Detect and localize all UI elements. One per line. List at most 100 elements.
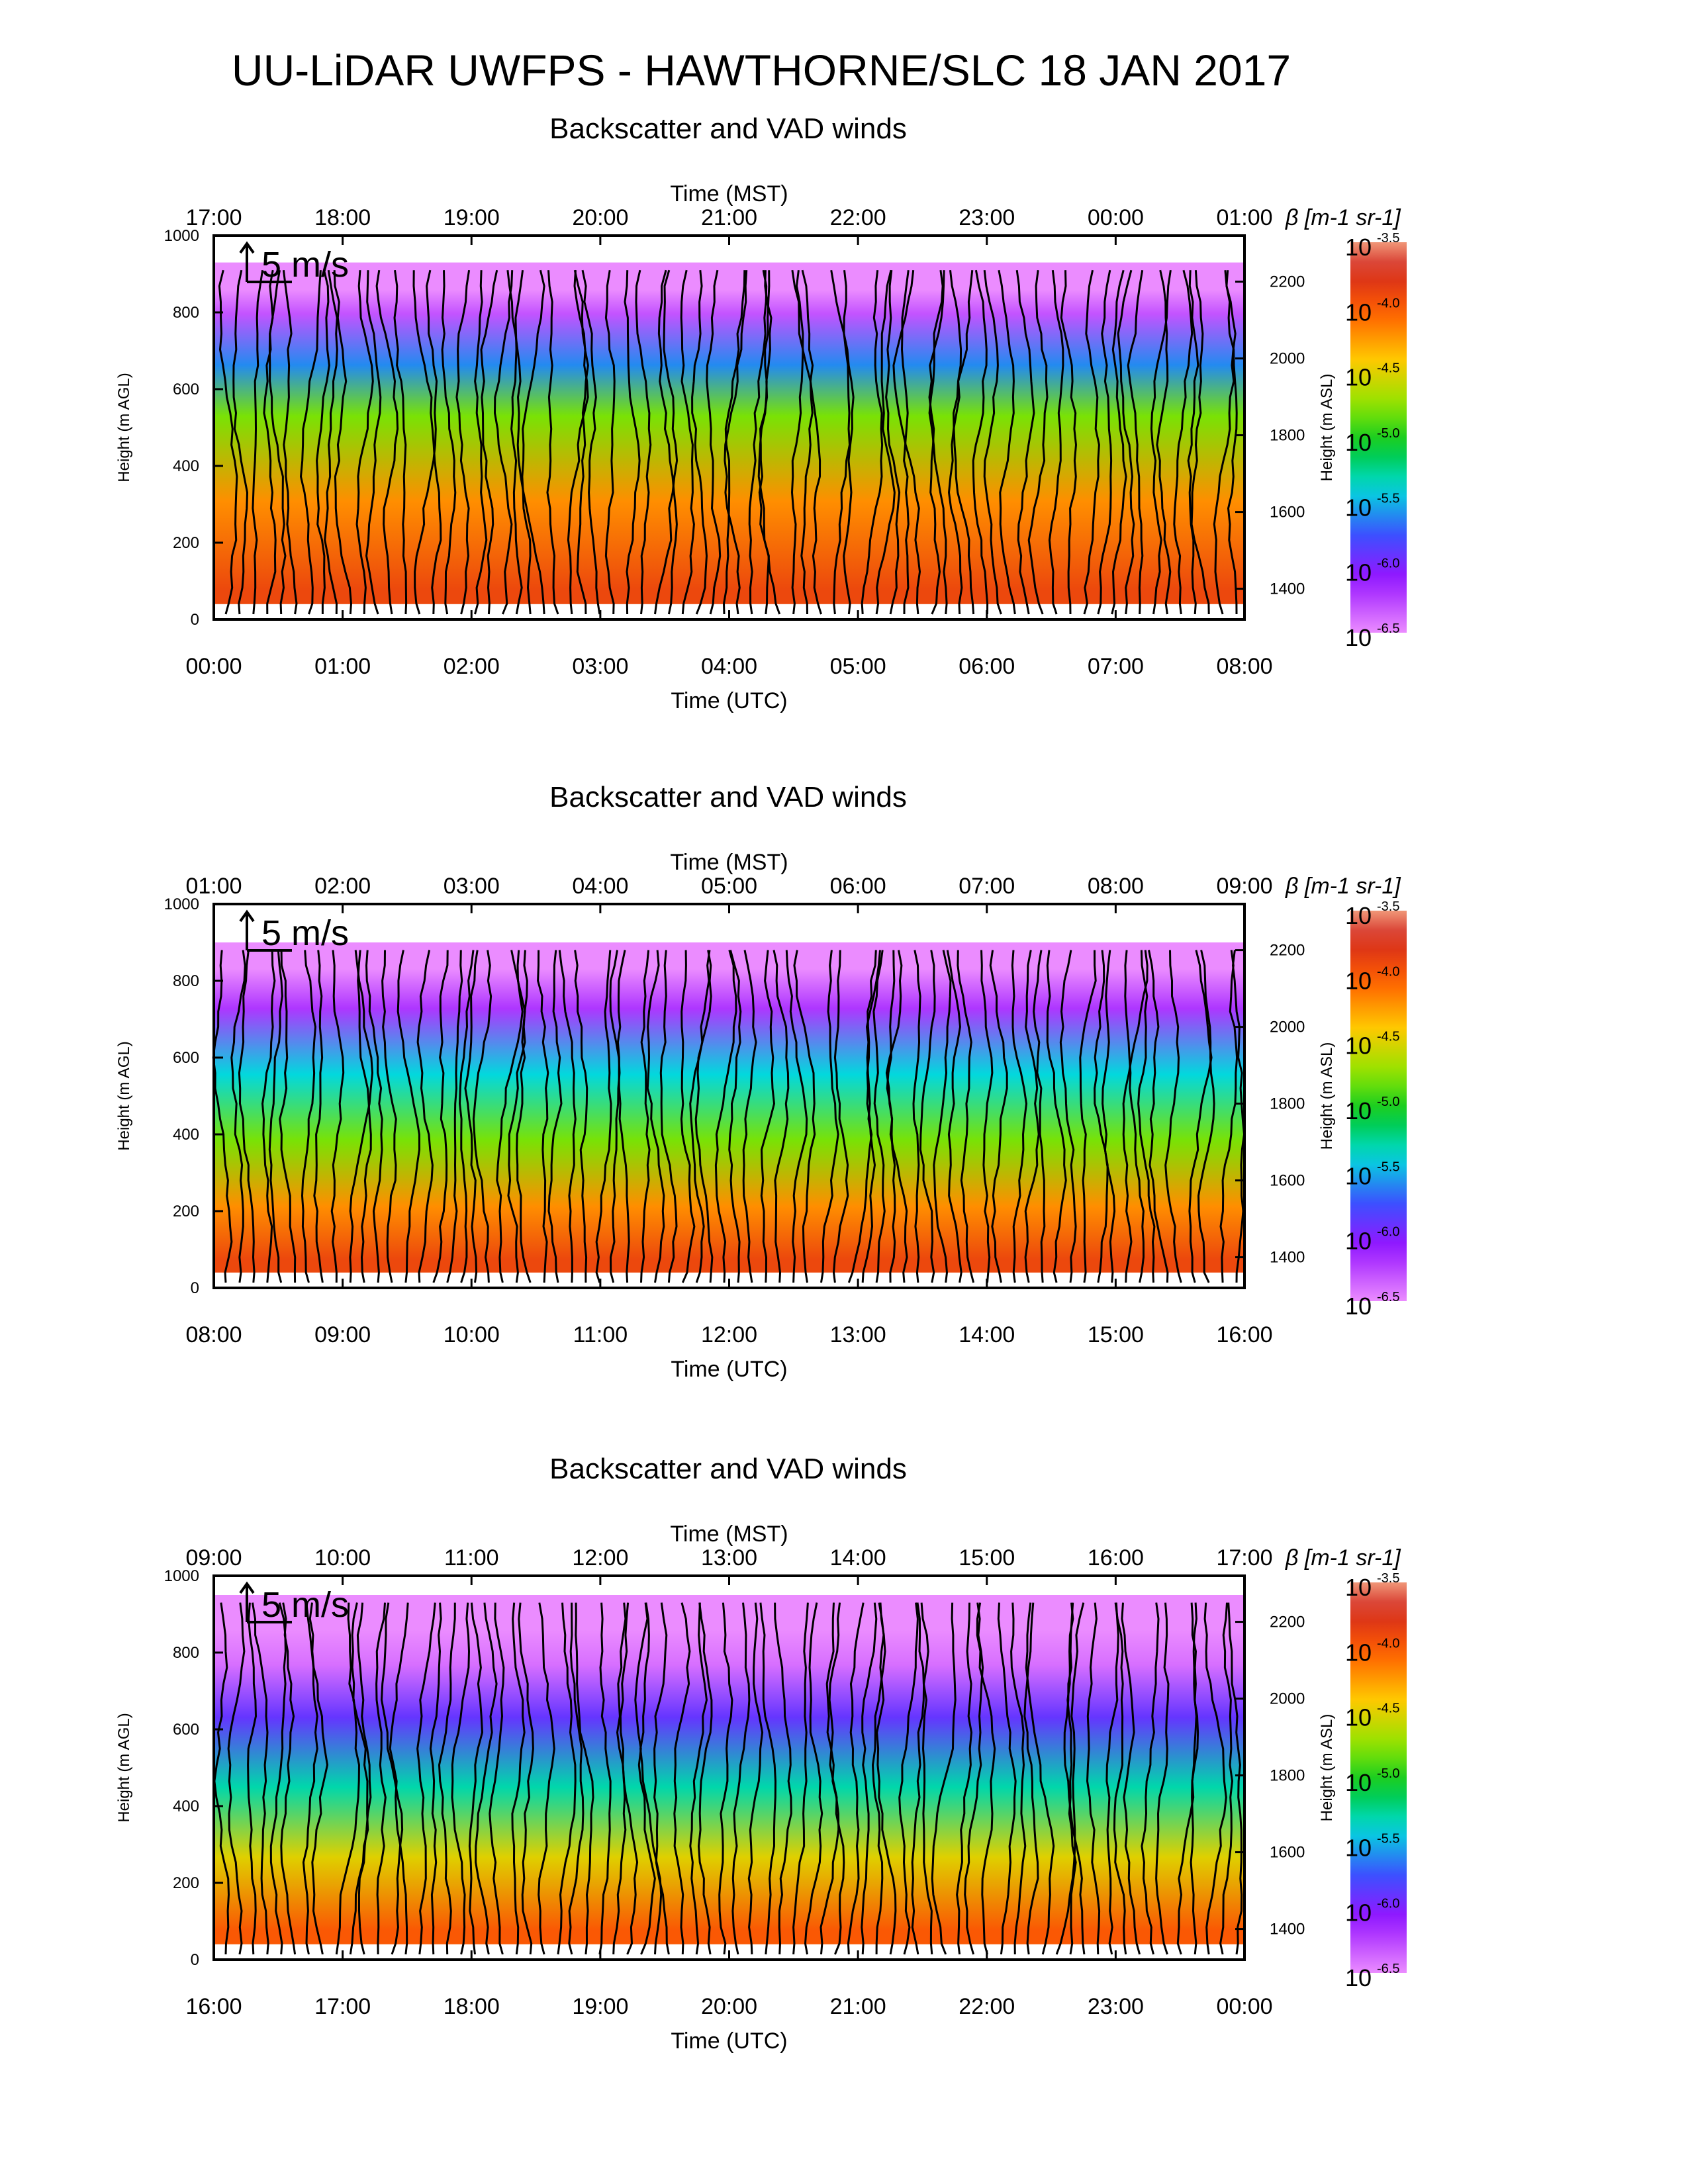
top-x-tick-label: 01:00 (185, 874, 242, 899)
colorbar-tick-base: 10 (1345, 1162, 1372, 1189)
colorbar-tick-base: 10 (1345, 1032, 1372, 1060)
y-tick-label: 400 (173, 1797, 199, 1815)
y-tick-label: 0 (191, 1279, 199, 1297)
colorbar-tick-base: 10 (1345, 559, 1372, 586)
wind-scale-arrow (239, 241, 292, 283)
chart-svg: 0 200 400 600 800 1000 Height (m AGL) 1400 1600 1… (115, 850, 1407, 1382)
top-x-tick-label: 08:00 (1088, 874, 1144, 899)
colorbar-label: β [m-1 sr-1] (1285, 874, 1401, 899)
y2-tick-label: 2000 (1270, 1690, 1305, 1708)
top-x-tick-label: 23:00 (959, 205, 1015, 230)
y2-tick-label: 1800 (1270, 1095, 1305, 1113)
top-x-tick-label: 17:00 (185, 205, 242, 230)
y-tick-label: 200 (173, 534, 199, 552)
bottom-x-tick-label: 08:00 (1216, 654, 1272, 679)
bottom-x-tick-label: 21:00 (830, 1994, 886, 2019)
y-tick-label: 400 (173, 1126, 199, 1144)
top-x-tick-label: 20:00 (572, 205, 628, 230)
top-x-tick-label: 21:00 (701, 205, 757, 230)
colorbar-tick-base: 10 (1345, 364, 1372, 391)
y-tick-label: 600 (173, 1721, 199, 1739)
page-title: UU-LiDAR UWFPS - HAWTHORNE/SLC 18 JAN 20… (231, 46, 1291, 95)
y2-tick-label: 2000 (1270, 350, 1305, 368)
x-axis-label: Time (UTC) (671, 1357, 787, 1382)
bottom-x-tick-label: 05:00 (830, 654, 886, 679)
vad-wind-arrows (218, 269, 1238, 615)
top-x-tick-label: 02:00 (314, 874, 371, 899)
y2-tick-label: 1800 (1270, 427, 1305, 445)
colorbar-tick-exponent: -6.0 (1377, 557, 1399, 571)
backscatter-field (214, 1595, 1244, 1944)
colorbar-tick-base: 10 (1345, 1228, 1372, 1255)
y-tick-label: 1000 (164, 1567, 199, 1585)
top-x-tick-label: 10:00 (314, 1545, 371, 1570)
vad-wind-arrows (212, 950, 1246, 1283)
colorbar-tick-exponent: -5.0 (1377, 1766, 1399, 1781)
bottom-x-tick-label: 09:00 (314, 1322, 371, 1347)
top-x-tick-label: 15:00 (959, 1545, 1015, 1570)
colorbar-tick-base: 10 (1345, 298, 1372, 326)
y-tick-label: 600 (173, 1049, 199, 1067)
y2-axis-label: Height (m ASL) (1318, 374, 1336, 482)
bottom-x-tick-label: 08:00 (185, 1322, 242, 1347)
colorbar-tick-exponent: -5.5 (1377, 1831, 1399, 1846)
bottom-x-tick-label: 13:00 (830, 1322, 886, 1347)
top-x-tick-label: 04:00 (572, 874, 628, 899)
colorbar-tick-exponent: -4.0 (1377, 964, 1399, 979)
top-x-tick-label: 07:00 (959, 874, 1015, 899)
colorbar-tick-base: 10 (1345, 1769, 1372, 1796)
colorbar-tick-exponent: -6.5 (1377, 1290, 1399, 1304)
y2-tick-label: 1600 (1270, 1844, 1305, 1862)
y-tick-label: 400 (173, 457, 199, 475)
colorbar-tick-base: 10 (1345, 1574, 1372, 1601)
bottom-x-tick-label: 15:00 (1088, 1322, 1144, 1347)
colorbar-tick-base: 10 (1345, 902, 1372, 929)
colorbar-tick-exponent: -3.5 (1377, 1571, 1399, 1586)
panel-title: Backscatter and VAD winds (549, 1453, 907, 1485)
y2-tick-label: 2200 (1270, 942, 1305, 960)
top-x-tick-label: 18:00 (314, 205, 371, 230)
bottom-x-tick-label: 00:00 (1216, 1994, 1272, 2019)
wind-scale-label: 5 m/s (261, 245, 349, 285)
backscatter-field (214, 942, 1244, 1273)
y2-tick-label: 1400 (1270, 1921, 1305, 1938)
bottom-x-tick-label: 06:00 (959, 654, 1015, 679)
bottom-x-tick-label: 07:00 (1088, 654, 1144, 679)
colorbar-tick-exponent: -6.5 (1377, 1962, 1399, 1976)
y-tick-label: 200 (173, 1203, 199, 1220)
colorbar-tick-exponent: -4.5 (1377, 1030, 1399, 1044)
top-x-tick-label: 14:00 (830, 1545, 886, 1570)
colorbar-tick-exponent: -3.5 (1377, 899, 1399, 914)
colorbar-tick-exponent: -6.0 (1377, 1225, 1399, 1240)
top-x-tick-label: 00:00 (1088, 205, 1144, 230)
y2-axis-label: Height (m ASL) (1318, 1042, 1336, 1150)
top-x-tick-label: 06:00 (830, 874, 886, 899)
y2-tick-label: 2000 (1270, 1019, 1305, 1036)
y2-tick-label: 1400 (1270, 580, 1305, 598)
y2-tick-label: 1600 (1270, 504, 1305, 522)
top-x-tick-label: 01:00 (1216, 205, 1272, 230)
x-axis-label: Time (UTC) (671, 2028, 787, 2054)
bottom-x-tick-label: 18:00 (444, 1994, 500, 2019)
colorbar-tick-exponent: -4.5 (1377, 361, 1399, 376)
top-x-tick-label: 22:00 (830, 205, 886, 230)
colorbar-label: β [m-1 sr-1] (1285, 205, 1401, 230)
top-x-tick-label: 09:00 (1216, 874, 1272, 899)
panel-title: Backscatter and VAD winds (549, 113, 907, 145)
bottom-x-tick-label: 23:00 (1088, 1994, 1144, 2019)
y-tick-label: 800 (173, 972, 199, 990)
colorbar-tick-base: 10 (1345, 494, 1372, 521)
colorbar-tick-exponent: -4.0 (1377, 296, 1399, 310)
top-x-tick-label: 13:00 (701, 1545, 757, 1570)
top-x-tick-label: 17:00 (1216, 1545, 1272, 1570)
top-x-axis-label: Time (MST) (670, 1522, 788, 1547)
colorbar-tick-exponent: -5.5 (1377, 1160, 1399, 1174)
colorbar-tick-exponent: -5.0 (1377, 426, 1399, 441)
top-x-tick-label: 16:00 (1088, 1545, 1144, 1570)
colorbar-tick-exponent: -6.5 (1377, 621, 1399, 636)
wind-scale-arrow (239, 1581, 292, 1623)
colorbar-tick-base: 10 (1345, 429, 1372, 456)
y-tick-label: 1000 (164, 227, 199, 245)
y-tick-label: 0 (191, 1951, 199, 1969)
colorbar-tick-base: 10 (1345, 1097, 1372, 1124)
